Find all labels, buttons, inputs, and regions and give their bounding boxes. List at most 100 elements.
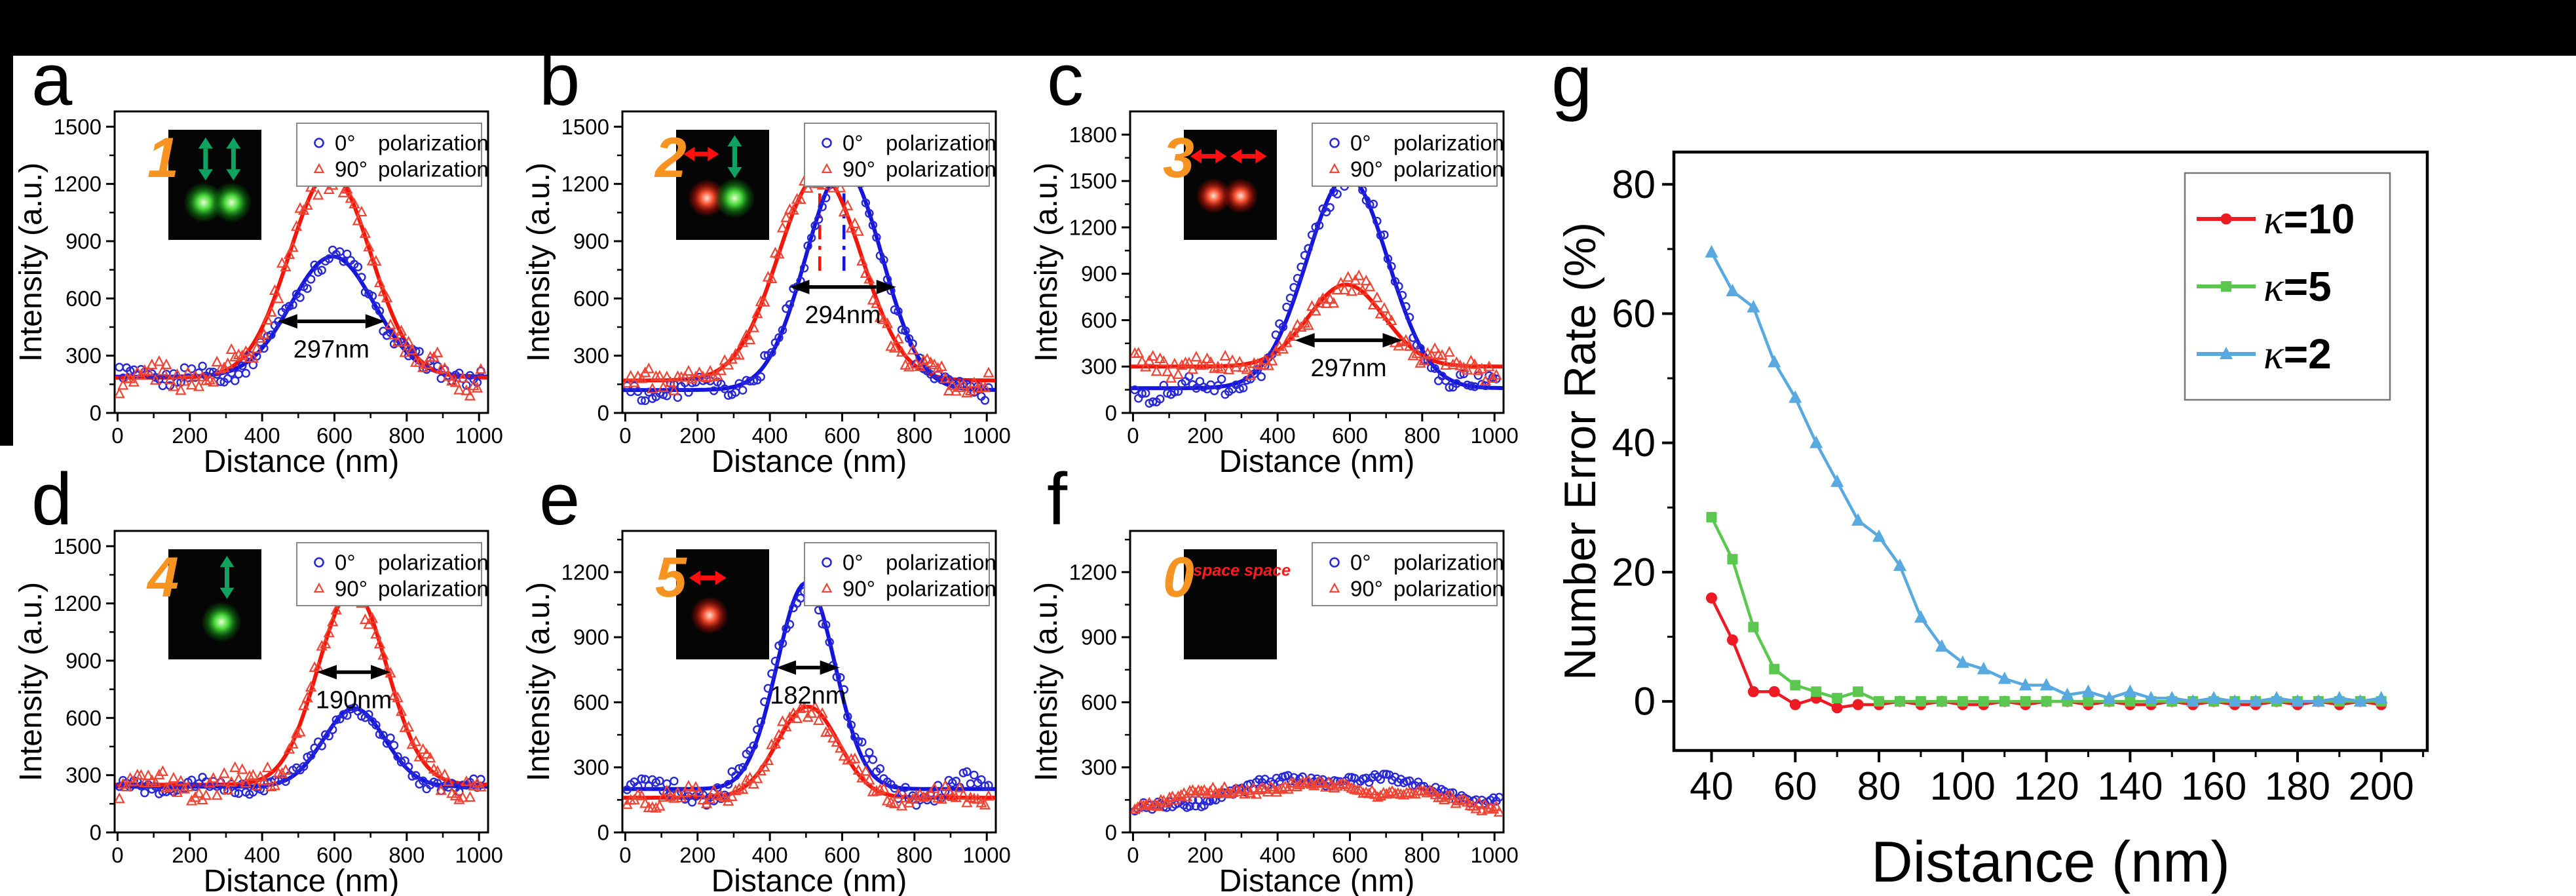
legend-marker-triangle (313, 163, 325, 174)
data-point-triangle (280, 764, 292, 775)
data-point-triangle (1241, 363, 1253, 374)
data-point-triangle (1183, 357, 1195, 368)
data-point-triangle (679, 786, 691, 798)
data-point-triangle (175, 384, 187, 395)
data-point-circle (644, 781, 653, 790)
x-tick-label: 800 (388, 843, 425, 867)
data-point-triangle (464, 389, 476, 400)
y-tick-label: 0 (90, 401, 102, 425)
data-point-triangle (1215, 362, 1228, 374)
x-tick-label: 800 (1404, 423, 1440, 448)
data-point-triangle (1169, 357, 1181, 369)
data-point-triangle (1382, 309, 1394, 321)
data-point-triangle (1998, 671, 2011, 684)
data-point-triangle (824, 725, 835, 737)
data-point-triangle (1266, 355, 1278, 366)
arrow-head (876, 279, 896, 294)
legend-marker-circle (1329, 138, 1340, 148)
data-point-triangle (943, 384, 955, 396)
data-point-triangle (161, 358, 172, 370)
data-point-triangle (417, 743, 429, 754)
data-point-triangle (1162, 365, 1173, 376)
data-point-circle (379, 731, 388, 740)
data-point-circle (1747, 686, 1759, 697)
data-point-triangle (697, 793, 709, 805)
x-tick-label: 200 (2349, 764, 2414, 808)
x-tick-label: 600 (1332, 423, 1368, 448)
data-point-triangle (265, 780, 277, 791)
data-point-triangle (1977, 661, 1990, 674)
data-point-triangle (1357, 284, 1369, 295)
data-point-triangle (1429, 342, 1441, 353)
data-point-triangle (719, 354, 730, 365)
data-point-triangle (453, 383, 465, 395)
arrow-head (371, 665, 391, 680)
data-point-circle (1235, 384, 1244, 394)
data-point-triangle (457, 791, 468, 802)
x-tick-label: 800 (896, 843, 932, 867)
data-point-triangle (1470, 802, 1482, 813)
data-point-triangle (1473, 796, 1485, 808)
data-point-circle (295, 293, 305, 302)
data-point-triangle (193, 787, 205, 798)
data-point-triangle (1146, 800, 1158, 811)
data-point-circle (1159, 381, 1169, 390)
data-point-triangle (283, 248, 295, 260)
data-point-triangle (1479, 798, 1490, 809)
arrow-head (789, 279, 810, 294)
data-point-triangle (1338, 283, 1350, 295)
data-point-triangle (921, 790, 933, 801)
data-point-triangle (124, 372, 136, 383)
data-point-triangle (664, 376, 677, 387)
data-point-circle (836, 672, 845, 682)
data-point-triangle (218, 767, 230, 778)
legend-degree: 90° (1350, 577, 1383, 601)
data-point-triangle (171, 786, 183, 797)
x-axis-title: Distance (nm) (711, 864, 907, 896)
data-point-triangle (432, 346, 444, 357)
arrow-head (198, 169, 213, 181)
legend: 0° polarization 90° polarization (296, 542, 489, 606)
y-tick-label: 900 (573, 229, 609, 253)
panel-letter-f: f (1047, 458, 1068, 540)
data-point-triangle (233, 773, 244, 784)
y-tick-label: 1200 (1069, 215, 1117, 239)
data-point-triangle (211, 355, 223, 367)
data-point-triangle (402, 336, 415, 347)
panel-d: d 0 300 600 900 1200 1500 0 200 400 600 800 1000 Dist… (14, 458, 503, 896)
data-point-circle (259, 343, 269, 353)
data-point-triangle (2165, 691, 2179, 704)
data-point-triangle (1462, 364, 1473, 375)
data-point-triangle (222, 783, 234, 795)
data-point-triangle (1403, 340, 1416, 351)
data-point-circle (734, 379, 744, 388)
data-point-triangle (939, 372, 951, 383)
x-tick-label: 1000 (1470, 423, 1518, 448)
data-point-triangle (208, 376, 219, 387)
fwhm-label: 297nm (1310, 355, 1386, 382)
x-axis-title: Distance (nm) (204, 444, 400, 479)
legend-marker-triangle (821, 582, 833, 593)
data-point-triangle (1363, 787, 1375, 798)
data-point-triangle (654, 370, 666, 381)
data-point-triangle (468, 779, 480, 790)
data-point-triangle (1201, 787, 1213, 798)
y-tick-label: 900 (573, 625, 609, 650)
data-point-triangle (892, 788, 904, 799)
arrow-head (776, 660, 797, 675)
data-point-triangle (918, 354, 930, 365)
data-point-circle (1137, 389, 1146, 399)
fwhm-arrow (1295, 333, 1403, 348)
data-point-circle (1494, 792, 1503, 802)
data-point-circle (1405, 313, 1414, 322)
data-point-triangle (1490, 368, 1502, 380)
data-point-triangle (748, 321, 759, 332)
data-point-triangle (961, 386, 973, 398)
data-point-square (1999, 696, 2010, 707)
y-tick-label: 300 (573, 755, 609, 779)
data-point-triangle (780, 720, 792, 731)
data-point-circle (115, 782, 124, 791)
panel-g: g 0 20 40 60 80 40 60 80 100 120 140 160 180 200 Distan… (1551, 40, 2429, 894)
data-point-triangle (842, 199, 854, 210)
legend-marker-triangle (2220, 347, 2233, 359)
